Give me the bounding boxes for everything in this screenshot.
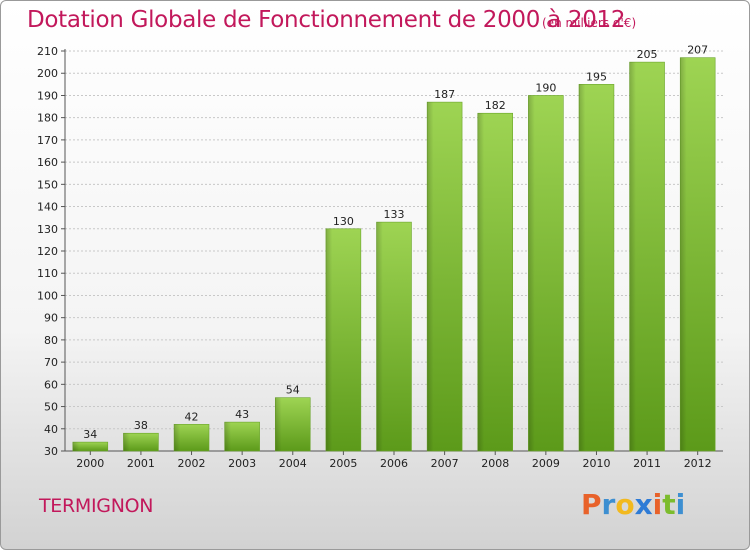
bar-shade <box>123 433 130 451</box>
bar-shade <box>680 57 687 452</box>
y-tick-label: 180 <box>37 112 58 125</box>
x-tick-label: 2005 <box>329 457 357 470</box>
x-tick-label: 2008 <box>481 457 509 470</box>
data-label: 42 <box>185 410 199 423</box>
x-tick-label: 2004 <box>279 457 307 470</box>
bar-shade <box>224 422 231 451</box>
logo-letter: P <box>581 488 602 521</box>
y-tick-label: 190 <box>37 89 58 102</box>
bar-shade <box>325 228 333 451</box>
bar-shade <box>528 95 535 451</box>
logo-letter: o <box>615 488 635 521</box>
data-label: 54 <box>286 384 300 397</box>
y-tick-label: 30 <box>44 445 58 458</box>
x-tick-label: 2001 <box>127 457 155 470</box>
data-label: 133 <box>384 208 405 221</box>
data-label: 43 <box>235 408 249 421</box>
x-tick-label: 2011 <box>633 457 661 470</box>
commune-name: TERMIGNON <box>39 495 154 517</box>
y-tick-label: 130 <box>37 223 58 236</box>
y-tick-label: 90 <box>44 312 58 325</box>
data-label: 195 <box>586 70 607 83</box>
bar-shade <box>578 84 586 451</box>
y-tick-label: 120 <box>37 245 58 258</box>
data-label: 190 <box>535 81 556 94</box>
x-tick-label: 2007 <box>431 457 459 470</box>
logo-letter: i <box>675 488 686 521</box>
y-tick-label: 140 <box>37 201 58 214</box>
bar-shade <box>72 442 80 451</box>
logo-letter: r <box>601 488 616 521</box>
logo-letter: x <box>634 488 653 521</box>
logo-letter: t <box>662 488 676 521</box>
x-tick-label: 2010 <box>582 457 610 470</box>
proxiti-logo: Proxiti <box>581 488 685 521</box>
x-tick-label: 2000 <box>76 457 104 470</box>
data-label: 34 <box>83 428 97 441</box>
y-tick-label: 60 <box>44 378 58 391</box>
y-tick-label: 40 <box>44 423 58 436</box>
data-label: 130 <box>333 215 354 228</box>
y-tick-label: 50 <box>44 401 58 414</box>
data-label: 205 <box>637 48 658 61</box>
x-tick-label: 2009 <box>532 457 560 470</box>
x-tick-label: 2003 <box>228 457 256 470</box>
chart-title: Dotation Globale de Fonctionnement de 20… <box>27 7 626 33</box>
y-tick-label: 210 <box>37 45 58 58</box>
y-tick-label: 70 <box>44 356 58 369</box>
bar-shade <box>629 62 636 451</box>
data-label: 182 <box>485 99 506 112</box>
y-tick-label: 160 <box>37 156 58 169</box>
y-tick-label: 110 <box>37 267 58 280</box>
data-label: 207 <box>687 44 708 57</box>
bar-shade <box>427 102 434 451</box>
y-tick-label: 200 <box>37 67 58 80</box>
y-tick-label: 170 <box>37 134 58 147</box>
chart-unit: (en milliers d'€) <box>542 16 637 30</box>
x-tick-label: 2012 <box>684 457 712 470</box>
bar-shade <box>477 113 485 451</box>
x-tick-label: 2002 <box>178 457 206 470</box>
bar-shade <box>376 222 383 451</box>
bar-shade <box>174 424 181 451</box>
y-tick-label: 150 <box>37 178 58 191</box>
bar-shade <box>275 397 282 451</box>
y-tick-label: 100 <box>37 289 58 302</box>
logo-letter: i <box>652 488 663 521</box>
x-tick-label: 2006 <box>380 457 408 470</box>
y-tick-label: 80 <box>44 334 58 347</box>
data-label: 38 <box>134 419 148 432</box>
data-label: 187 <box>434 88 455 101</box>
